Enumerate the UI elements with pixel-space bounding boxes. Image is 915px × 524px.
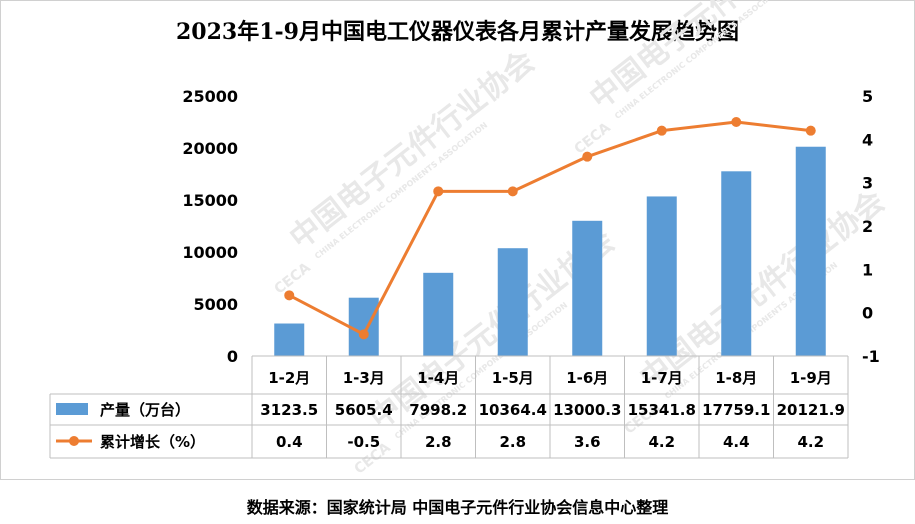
category-label: 1-8月 xyxy=(715,369,757,387)
source-note: 数据来源：国家统计局 中国电子元件行业协会信息中心整理 xyxy=(246,498,669,517)
table-value-growth: 4.2 xyxy=(648,433,675,451)
table-value-growth: -0.5 xyxy=(347,433,380,451)
watermark-logo: CECA xyxy=(571,120,613,158)
table-value-growth: 4.2 xyxy=(797,433,824,451)
bar-4 xyxy=(497,248,528,356)
table-value-growth: 3.6 xyxy=(574,433,601,451)
y-left-tick-label: 0 xyxy=(227,347,238,366)
table-value-growth: 4.4 xyxy=(723,433,750,451)
table-value-growth: 0.4 xyxy=(276,433,303,451)
table-value-output: 13000.3 xyxy=(553,401,621,419)
legend-key-marker xyxy=(69,436,79,446)
table-value-output: 3123.5 xyxy=(260,401,318,419)
y-right-tick-label: 2 xyxy=(862,217,873,236)
bar-8 xyxy=(795,146,826,356)
legend-label-line: 累计增长（%） xyxy=(100,433,205,451)
table-value-output: 7998.2 xyxy=(409,401,467,419)
y-right-tick-label: 3 xyxy=(862,174,873,193)
watermark-text: 中国电子元件行业协会 xyxy=(283,44,541,256)
y-left-tick-label: 15000 xyxy=(182,191,238,210)
y-right-tick-label: 4 xyxy=(862,130,873,149)
table-value-output: 20121.9 xyxy=(777,401,845,419)
category-label: 1-2月 xyxy=(268,369,310,387)
growth-point-1 xyxy=(284,290,295,301)
growth-point-7 xyxy=(731,117,742,127)
growth-point-8 xyxy=(805,125,816,136)
category-label: 1-6月 xyxy=(566,369,608,387)
y-left-tick-label: 5000 xyxy=(193,295,238,314)
legend-label-bar: 产量（万台） xyxy=(100,401,190,419)
table-value-growth: 2.8 xyxy=(425,433,452,451)
y-left-tick-label: 10000 xyxy=(182,243,238,262)
category-label: 1-3月 xyxy=(343,369,385,387)
category-label: 1-4月 xyxy=(417,369,459,387)
growth-point-3 xyxy=(433,186,444,197)
table-value-growth: 2.8 xyxy=(499,433,526,451)
table-value-output: 15341.8 xyxy=(628,401,696,419)
table-value-output: 10364.4 xyxy=(479,401,547,419)
table-value-output: 5605.4 xyxy=(335,401,393,419)
growth-line xyxy=(288,120,811,336)
bar-1 xyxy=(274,323,305,356)
category-label: 1-5月 xyxy=(492,369,534,387)
bar-5 xyxy=(572,220,603,356)
growth-point-2 xyxy=(358,329,369,340)
growth-point-6 xyxy=(656,125,667,136)
bar-3 xyxy=(423,272,454,356)
legend-key-bar xyxy=(56,403,88,415)
chart-title: 2023年1-9月中国电工仪器仪表各月累计产量发展趋势图 xyxy=(176,19,739,45)
y-right-tick-label: 0 xyxy=(862,304,873,323)
bar-2 xyxy=(348,297,379,356)
growth-point-5 xyxy=(582,151,593,162)
y-left-tick-label: 20000 xyxy=(182,139,238,158)
y-left-tick-label: 25000 xyxy=(182,87,238,106)
table-value-output: 17759.1 xyxy=(702,401,770,419)
watermark-text: 中国电子元件行业协会 xyxy=(583,0,841,116)
growth-point-4 xyxy=(507,186,518,197)
bar-6 xyxy=(646,196,677,356)
y-right-tick-label: 1 xyxy=(862,260,873,279)
bar-7 xyxy=(721,171,752,356)
category-label: 1-7月 xyxy=(641,369,683,387)
category-label: 1-9月 xyxy=(790,369,832,387)
y-right-tick-label: 5 xyxy=(862,87,873,106)
y-right-tick-label: -1 xyxy=(862,347,880,366)
